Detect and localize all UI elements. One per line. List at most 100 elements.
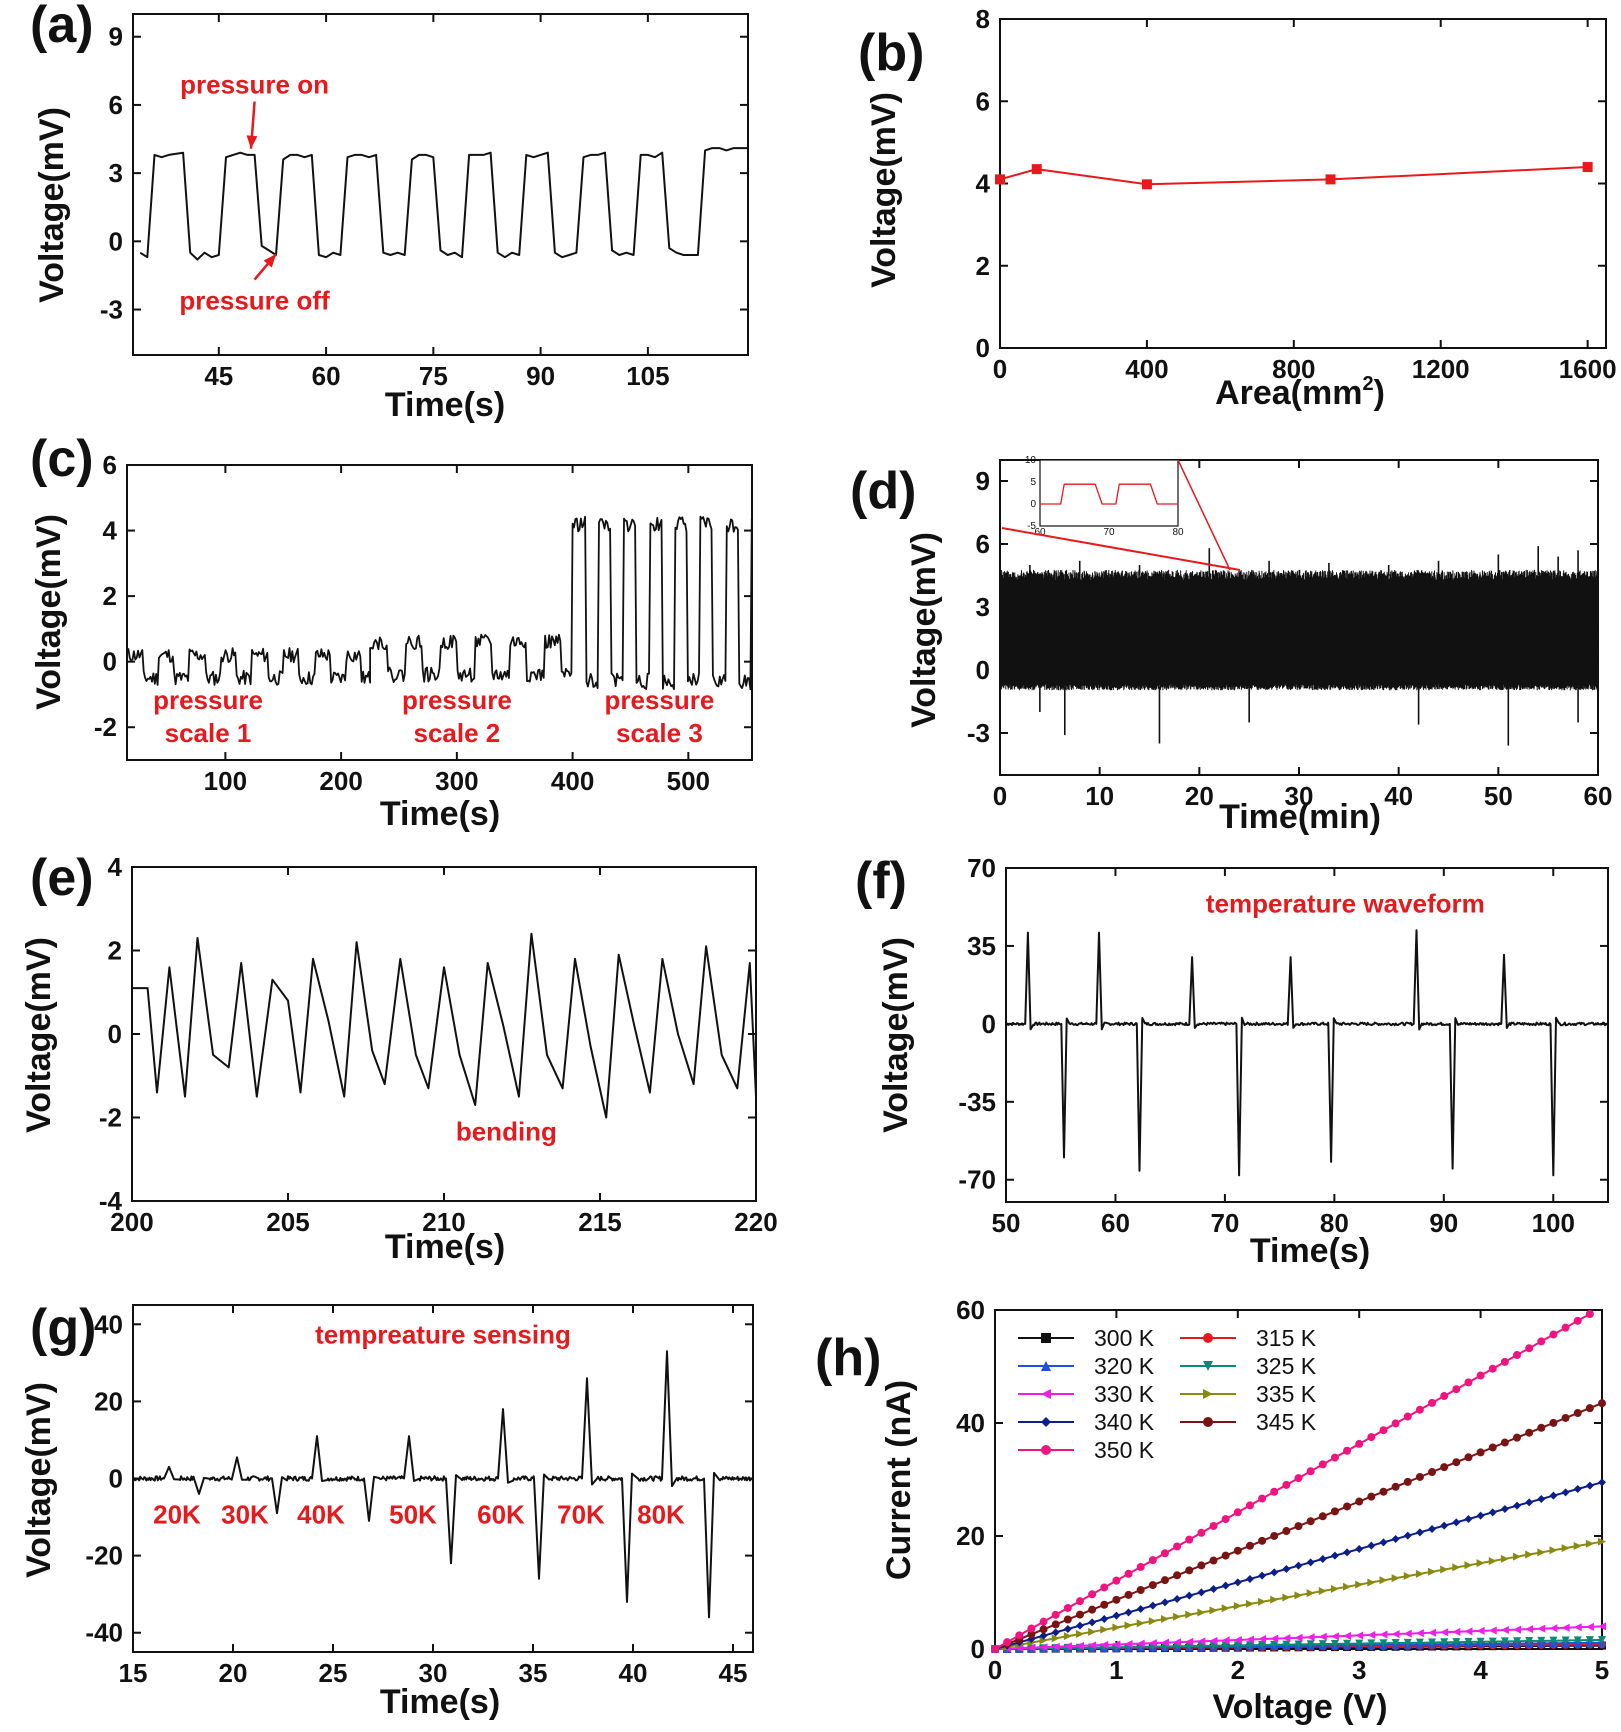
data-point — [1367, 1433, 1376, 1442]
data-point — [1027, 1624, 1036, 1633]
data-point — [1549, 1418, 1558, 1427]
data-point — [1148, 1556, 1157, 1565]
annotation-label: 40K — [297, 1500, 345, 1530]
x-tick-label: 100 — [1532, 1208, 1575, 1238]
data-point — [1039, 1636, 1048, 1645]
data-point — [1582, 162, 1593, 173]
data-point — [1282, 1593, 1291, 1602]
data-point — [1136, 1562, 1145, 1571]
x-tick-label: 4 — [1473, 1655, 1488, 1685]
data-point — [1041, 1361, 1051, 1371]
data-point — [1141, 179, 1152, 190]
y-tick-label: 60 — [956, 1295, 985, 1325]
x-tick-label: 210 — [422, 1207, 465, 1237]
data-point — [1379, 1538, 1388, 1547]
legend-label: 340 K — [1094, 1409, 1155, 1435]
data-point — [1088, 1605, 1097, 1614]
x-axis-title: Time(s) — [385, 1228, 505, 1266]
panel-d: 0 10 20 30 40 50 60-30369(d)Voltage(mV)Time(mi… — [850, 455, 1612, 836]
data-point — [1537, 1624, 1546, 1633]
data-point — [1428, 1468, 1437, 1477]
data-point — [1245, 1501, 1254, 1510]
data-point — [1233, 1578, 1242, 1587]
data-point — [1355, 1497, 1364, 1506]
data-point — [1598, 1478, 1606, 1487]
data-point — [1330, 1453, 1339, 1462]
data-point — [1391, 1639, 1400, 1648]
data-point — [1355, 1639, 1364, 1648]
inset-y-tick-label: -5 — [1027, 521, 1036, 532]
y-tick-label: 2 — [103, 581, 117, 611]
data-point — [1379, 1639, 1388, 1648]
annotation-label: scale 3 — [616, 718, 703, 748]
data-point — [1063, 1642, 1072, 1651]
data-point — [1051, 1620, 1060, 1629]
x-tick-label: 1200 — [1412, 354, 1470, 384]
data-point — [1367, 1578, 1376, 1587]
x-tick-label: 70 — [1210, 1208, 1239, 1238]
data-point — [1100, 1614, 1109, 1623]
panel-f: 50 60 70 80 90 100 -70 -35 0 35 70 (f) Voltage(mV) Ti… — [855, 852, 1609, 1270]
data-point — [1464, 1514, 1473, 1523]
data-point — [1088, 1618, 1097, 1627]
data-point — [1440, 1638, 1449, 1647]
data-point — [1379, 1630, 1388, 1639]
data-point — [1537, 1337, 1546, 1346]
inset-x-tick-label: 80 — [1172, 527, 1184, 538]
data-point — [1258, 1597, 1267, 1606]
data-point — [1233, 1508, 1242, 1517]
inset-zoom-line — [1001, 527, 1241, 571]
x-axis-title: Voltage (V) — [1212, 1688, 1387, 1726]
annotation-label: 70K — [557, 1500, 605, 1530]
annotation-label: scale 2 — [413, 718, 500, 748]
data-point — [1173, 1612, 1182, 1621]
data-point — [1428, 1398, 1437, 1407]
data-point — [1063, 1632, 1072, 1641]
x-axis-title: Time(s) — [380, 795, 500, 833]
data-point — [1464, 1453, 1473, 1462]
data-point — [1041, 1389, 1051, 1399]
data-point — [1476, 1559, 1485, 1568]
data-point — [1585, 1310, 1594, 1319]
y-axis-title: Voltage(mV) — [865, 92, 903, 288]
data-point — [1573, 1623, 1582, 1632]
data-point — [1245, 1599, 1254, 1608]
plot-frame — [132, 13, 749, 356]
data-point — [1415, 1569, 1424, 1578]
y-tick-label: 0 — [109, 1464, 123, 1494]
data-point — [1500, 1554, 1509, 1563]
data-point — [1148, 1601, 1157, 1610]
inset-y-tick-label: 5 — [1030, 477, 1036, 488]
data-point — [1015, 1644, 1024, 1653]
data-point — [1112, 1576, 1121, 1585]
data-point — [1452, 1627, 1461, 1636]
panel-label: (c) — [30, 430, 94, 488]
data-point — [1270, 1595, 1279, 1604]
data-point — [1464, 1637, 1473, 1646]
annotation-label: temperature waveform — [1206, 889, 1485, 919]
x-tick-label: 15 — [119, 1658, 148, 1688]
data-point — [1488, 1443, 1497, 1452]
data-point — [1088, 1627, 1097, 1636]
data-point — [1537, 1423, 1546, 1432]
data-point — [1598, 1635, 1606, 1644]
y-tick-label: 40 — [956, 1408, 985, 1438]
y-tick-label: 0 — [109, 226, 123, 256]
legend-label: 325 K — [1256, 1353, 1317, 1379]
x-tick-label: 400 — [551, 766, 594, 796]
data-point — [1039, 1643, 1048, 1652]
data-point — [1075, 1621, 1084, 1630]
data-point — [1488, 1626, 1497, 1635]
data-point — [1148, 1639, 1157, 1648]
y-axis-title: Voltage(mV) — [33, 107, 71, 303]
y-tick-label: 8 — [976, 4, 990, 34]
y-tick-label: 3 — [976, 592, 990, 622]
data-point — [1355, 1439, 1364, 1448]
data-point — [1525, 1637, 1534, 1646]
x-tick-label: 45 — [719, 1658, 748, 1688]
data-point — [1245, 1541, 1254, 1550]
data-point — [1415, 1629, 1424, 1638]
data-point — [1160, 1549, 1169, 1558]
annotation-label: 80K — [637, 1500, 685, 1530]
data-point — [1464, 1378, 1473, 1387]
